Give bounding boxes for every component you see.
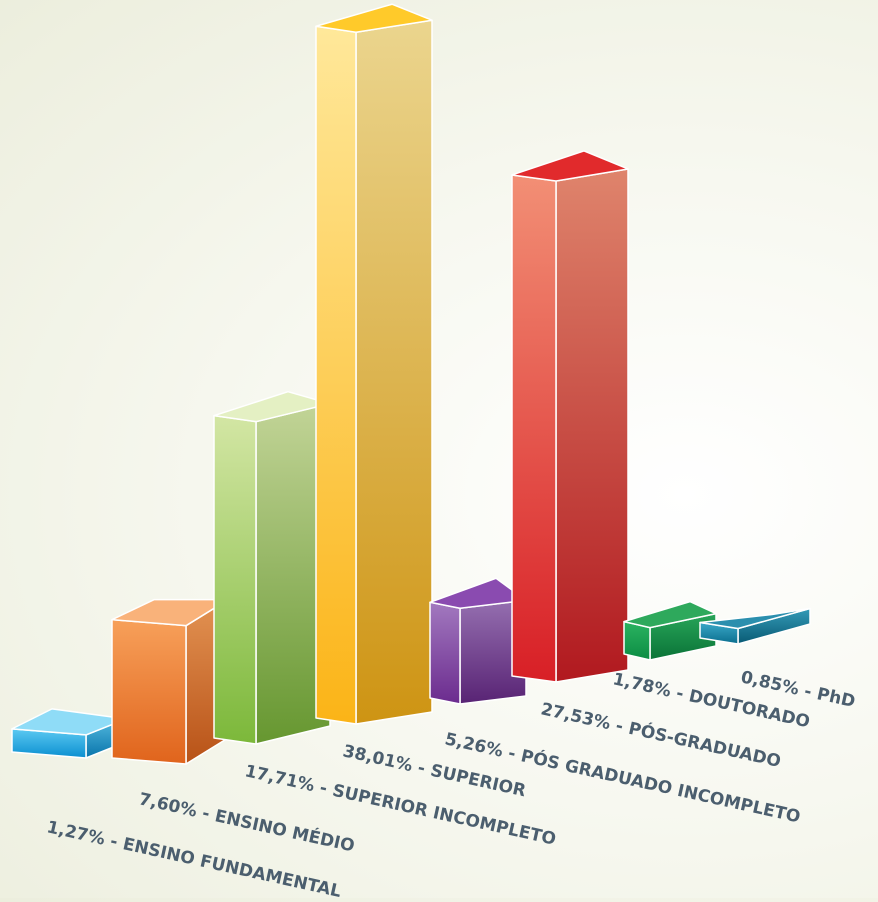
bar-top-face <box>511 150 629 182</box>
bar-5 <box>429 577 527 705</box>
bar-2 <box>111 598 229 765</box>
bar-front-face <box>429 601 461 705</box>
bars-layer <box>11 3 811 765</box>
bar-side-face <box>355 19 433 725</box>
bar-top-face <box>623 600 717 629</box>
bar-6 <box>511 150 629 683</box>
bar-top-face <box>699 607 811 630</box>
bar-4 <box>315 3 433 725</box>
bar-8 <box>699 607 811 645</box>
bar-front-face <box>315 25 357 725</box>
bar-front-face <box>111 618 187 765</box>
bar-front-face <box>511 174 557 683</box>
bar-side-face <box>555 168 629 683</box>
bar-3 <box>213 390 331 745</box>
bar-top-face <box>315 3 433 33</box>
bar-front-face <box>213 414 257 745</box>
bar-1 <box>11 708 127 759</box>
